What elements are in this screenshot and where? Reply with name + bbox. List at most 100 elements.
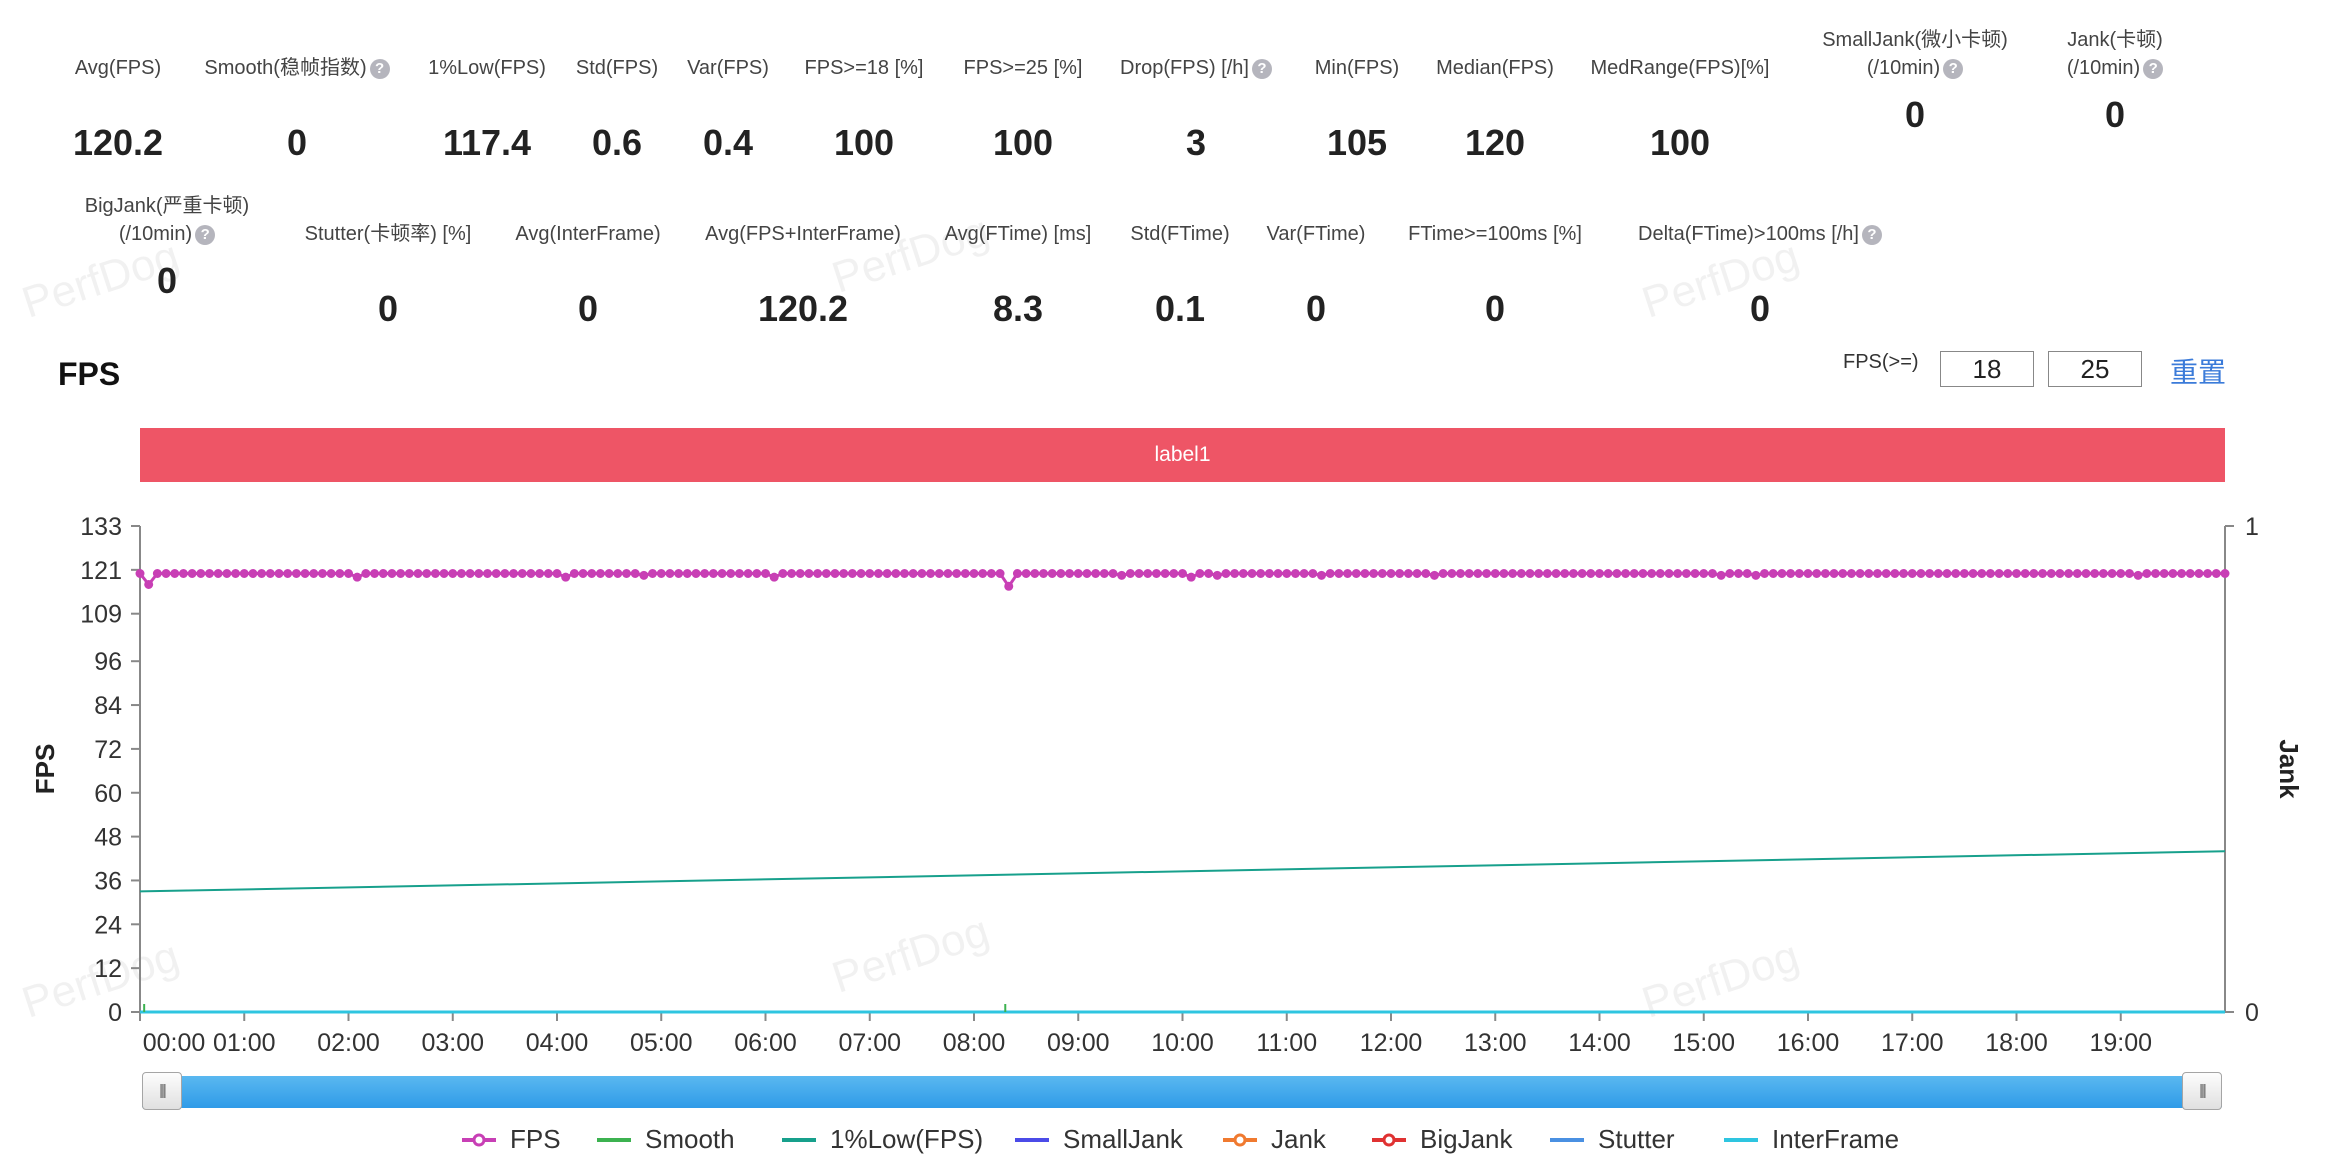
help-icon[interactable]: ? xyxy=(1862,224,1882,245)
fps-point xyxy=(239,569,249,579)
fps-point xyxy=(2020,569,2030,579)
x-tick-label: 14:00 xyxy=(1568,1029,1631,1057)
metric-value: 0 xyxy=(156,260,178,301)
fps-point xyxy=(1047,569,1057,579)
reset-button[interactable]: 重置 xyxy=(2170,357,2227,388)
fps-point xyxy=(561,572,571,582)
fps-point xyxy=(2003,569,2013,579)
legend-item[interactable]: InterFrame xyxy=(1724,1124,1899,1155)
metric: Stutter(卡顿率) [%] 0 xyxy=(218,220,558,330)
metric-label: FPS>=25 [%] xyxy=(853,54,1193,82)
fps-point xyxy=(1273,569,1283,579)
fps-point xyxy=(1438,569,1448,579)
fps-point xyxy=(222,569,232,579)
fps-point xyxy=(483,569,492,579)
y-tick-label: 12 xyxy=(94,955,122,983)
metric-label-unit: (/10min) xyxy=(118,223,193,245)
fps-point xyxy=(726,569,736,579)
metric-value: 0 xyxy=(1749,288,1771,329)
fps-point xyxy=(578,569,588,579)
legend-item[interactable]: FPS xyxy=(462,1124,561,1155)
threshold-input-2[interactable] xyxy=(2048,351,2142,387)
fps-point xyxy=(1429,570,1439,580)
legend-label: BigJank xyxy=(1420,1124,1513,1154)
label-bar[interactable]: label1 xyxy=(140,428,2225,482)
fps-point xyxy=(2046,569,2056,579)
section-title: FPS xyxy=(58,356,121,392)
fps-point xyxy=(1907,569,1917,579)
metric-label-text: Smooth(稳帧指数) xyxy=(204,57,367,79)
fps-point xyxy=(900,569,909,579)
metric-label: Std(FTime) xyxy=(1010,220,1350,248)
legend-swatch xyxy=(782,1137,816,1142)
fps-point xyxy=(526,569,536,579)
fps-point xyxy=(682,569,692,579)
metric-label: Avg(FPS+InterFrame) xyxy=(633,220,973,248)
fps-point xyxy=(873,569,883,579)
fps-point xyxy=(1256,569,1266,579)
help-icon[interactable]: ? xyxy=(2143,58,2164,79)
fps-point xyxy=(761,569,770,579)
fps-point xyxy=(1143,569,1153,579)
fps-point xyxy=(1238,569,1248,579)
fps-point xyxy=(1021,569,1031,579)
legend-item[interactable]: SmallJank xyxy=(1015,1124,1183,1155)
legend-item[interactable]: Jank xyxy=(1223,1124,1326,1155)
metric: Var(FTime) 0 xyxy=(1146,220,1486,330)
help-icon[interactable]: ? xyxy=(195,224,216,245)
fps-point xyxy=(387,569,397,579)
y-tick-label: 121 xyxy=(80,557,122,585)
fps-point xyxy=(2142,569,2152,579)
metric-label-text: Avg(InterFrame) xyxy=(515,223,661,245)
fps-point xyxy=(926,569,936,579)
help-icon[interactable]: ? xyxy=(1251,58,1272,79)
fps-point xyxy=(2211,569,2221,579)
fps-point xyxy=(456,569,466,579)
fps-point xyxy=(361,569,371,579)
fps-point xyxy=(1820,569,1830,579)
threshold-input-1[interactable] xyxy=(1940,351,2034,387)
fps-point xyxy=(283,569,293,579)
metric-label-text: Drop(FPS) [/h] xyxy=(1120,57,1249,79)
legend-item[interactable]: Smooth xyxy=(597,1124,735,1155)
metric-value: 0 xyxy=(1904,94,1926,135)
fps-point xyxy=(1916,569,1926,579)
metric-label-text: FPS>=25 [%] xyxy=(963,57,1083,79)
help-icon[interactable]: ? xyxy=(369,58,390,79)
fps-point xyxy=(1777,569,1787,579)
metric-value: 0 xyxy=(577,288,599,329)
metric: Std(FTime) 0.1 xyxy=(1010,220,1350,330)
x-tick-label: 08:00 xyxy=(943,1029,1006,1057)
fps-point xyxy=(1412,569,1422,579)
fps-point xyxy=(422,569,432,579)
slider-handle-right[interactable]: ||| xyxy=(2182,1072,2222,1110)
fps-point xyxy=(1377,569,1387,579)
fps-point xyxy=(248,569,258,579)
fps-point xyxy=(1638,569,1648,579)
legend-label: SmallJank xyxy=(1063,1124,1183,1154)
legend-item[interactable]: 1%Low(FPS) xyxy=(782,1124,983,1155)
fps-point xyxy=(2185,569,2195,579)
metric-label-unit: (/10min) xyxy=(1866,57,1941,79)
fps-point xyxy=(178,569,188,579)
fps-point xyxy=(1664,569,1674,579)
time-range-slider[interactable] xyxy=(142,1076,2222,1108)
metric-label-text: 1%Low(FPS) xyxy=(428,57,546,79)
legend-item[interactable]: Stutter xyxy=(1550,1124,1675,1155)
legend-item[interactable]: BigJank xyxy=(1372,1124,1513,1155)
help-icon[interactable]: ? xyxy=(1943,58,1964,79)
fps-point xyxy=(1360,569,1370,579)
x-tick-label: 07:00 xyxy=(838,1029,901,1057)
slider-handle-left[interactable]: ||| xyxy=(142,1072,182,1110)
metric-value: 0 xyxy=(1484,288,1506,329)
legend-swatch xyxy=(1223,1133,1257,1146)
x-tick-label: 13:00 xyxy=(1464,1029,1527,1057)
fps-point xyxy=(1525,569,1535,579)
fps-point xyxy=(1490,569,1500,579)
fps-point xyxy=(439,569,449,579)
fps-point xyxy=(257,569,267,579)
fps-point xyxy=(1065,569,1075,579)
y2-tick-label: 0 xyxy=(2245,999,2259,1027)
fps-point xyxy=(1395,569,1405,579)
fps-point xyxy=(587,569,597,579)
